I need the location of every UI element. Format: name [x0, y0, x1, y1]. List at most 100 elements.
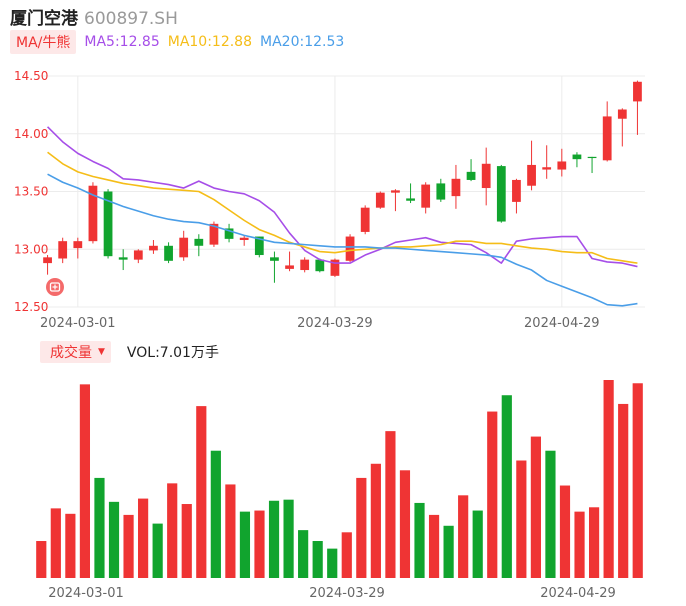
- ma20-line: [47, 173, 638, 307]
- candle-body: [572, 154, 582, 160]
- candle-body: [73, 241, 83, 249]
- date-axis-label: 2024-03-01: [40, 316, 116, 331]
- candle-body: [481, 163, 491, 189]
- candle-body: [391, 190, 400, 193]
- price-axis-label: 14.50: [14, 69, 48, 83]
- volume-bar: [618, 403, 629, 578]
- volume-bar: [239, 511, 251, 578]
- volume-selector-label: 成交量: [50, 345, 92, 361]
- candle-body: [496, 166, 506, 222]
- volume-bar: [225, 484, 236, 578]
- candle-body: [421, 184, 431, 208]
- candle-body: [103, 191, 113, 257]
- candle-body: [557, 161, 567, 170]
- candle-body: [300, 259, 310, 271]
- candle-body: [406, 198, 415, 201]
- candle-body: [527, 164, 536, 186]
- candle-body: [512, 179, 521, 202]
- candle-body: [587, 156, 597, 159]
- candle-body: [88, 185, 98, 242]
- candle-body: [436, 183, 446, 200]
- candle-body: [194, 238, 204, 246]
- volume-date-axis-label: 2024-03-29: [309, 586, 385, 601]
- volume-legend: 成交量 ▼ VOL:7.01万手: [40, 341, 219, 363]
- volume-bar: [385, 431, 396, 578]
- candle-body: [345, 236, 355, 261]
- volume-bar: [283, 499, 294, 578]
- volume-bar: [341, 532, 352, 578]
- volume-bar: [50, 508, 61, 578]
- volume-bar: [167, 483, 178, 578]
- volume-bar: [487, 411, 498, 578]
- volume-bar: [399, 470, 411, 578]
- stock-code: 600897.SH: [84, 9, 178, 29]
- volume-bar: [210, 450, 221, 578]
- volume-bar: [501, 395, 512, 578]
- volume-bar: [443, 525, 454, 578]
- volume-bar: [458, 495, 469, 578]
- volume-bar: [327, 548, 338, 578]
- volume-bar: [603, 380, 614, 578]
- volume-indicator-selector[interactable]: 成交量 ▼: [40, 341, 111, 363]
- volume-bar: [298, 530, 309, 578]
- candle-body: [375, 192, 385, 208]
- date-axis-label: 2024-04-29: [524, 316, 600, 331]
- volume-bar: [370, 463, 381, 578]
- volume-bar: [472, 510, 483, 578]
- volume-bar: [516, 460, 527, 578]
- volume-bar: [530, 436, 541, 578]
- stock-header: 厦门空港 600897.SH: [10, 4, 178, 29]
- ma10-label: MA10:12.88: [167, 34, 253, 50]
- candle-body: [209, 223, 219, 245]
- ma20-label: MA20:12.53: [260, 34, 345, 50]
- ma5-line: [46, 126, 638, 268]
- volume-bar: [559, 485, 571, 578]
- volume-bar: [108, 501, 120, 578]
- candle-body: [239, 237, 249, 241]
- price-axis-label: 13.00: [14, 242, 48, 256]
- candle-body: [602, 116, 612, 161]
- candle-body: [179, 237, 189, 258]
- volume-value: VOL:7.01万手: [126, 345, 219, 361]
- stock-name: 厦门空港: [10, 9, 78, 29]
- candle-body: [149, 245, 158, 251]
- candle-body: [43, 257, 52, 264]
- ma-legend: MA/牛熊 MA5:12.85 MA10:12.88 MA20:12.53: [10, 30, 344, 54]
- candle-body: [617, 109, 627, 119]
- volume-bar: [65, 513, 76, 578]
- volume-bar: [36, 541, 47, 578]
- candle-body: [133, 250, 143, 260]
- ma10-line: [47, 151, 638, 264]
- volume-bar: [356, 477, 367, 578]
- candle-body: [315, 259, 325, 272]
- candle-body: [330, 259, 340, 276]
- price-axis-label: 14.00: [14, 127, 48, 141]
- candle-body: [118, 257, 128, 260]
- candle-body: [633, 81, 642, 102]
- candle-body: [164, 245, 173, 261]
- volume-bar: [268, 500, 280, 578]
- volume-date-axis-label: 2024-04-29: [540, 586, 616, 601]
- ma5-label: MA5:12.85: [84, 34, 160, 50]
- candle-body: [224, 228, 234, 239]
- volume-bar: [79, 384, 91, 578]
- candle-body: [285, 265, 294, 269]
- volume-bar: [123, 514, 134, 578]
- volume-date-axis-label: 2024-03-01: [48, 586, 124, 601]
- volume-bar: [196, 406, 207, 578]
- volume-bar: [152, 523, 163, 578]
- candle-body: [360, 207, 370, 232]
- volume-bar: [94, 477, 105, 578]
- candle-body: [451, 178, 461, 197]
- volume-bar: [414, 502, 425, 578]
- candle-body: [254, 236, 264, 256]
- ma-indicator-selector[interactable]: MA/牛熊: [10, 30, 77, 54]
- volume-bar: [181, 504, 192, 578]
- candle-body: [58, 241, 68, 259]
- volume-bar: [138, 498, 149, 578]
- candle-body: [270, 257, 279, 261]
- volume-bar: [588, 507, 600, 578]
- volume-bar: [574, 511, 585, 578]
- date-axis-label: 2024-03-29: [297, 316, 373, 331]
